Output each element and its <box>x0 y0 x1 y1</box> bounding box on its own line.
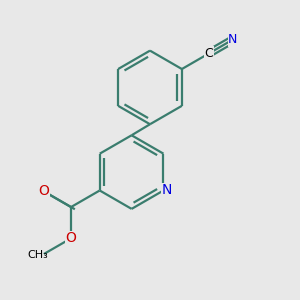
Text: O: O <box>66 231 76 245</box>
Text: N: N <box>228 33 238 46</box>
Text: CH₃: CH₃ <box>28 250 49 260</box>
Text: N: N <box>162 184 172 197</box>
Text: C: C <box>205 47 213 60</box>
Text: O: O <box>38 184 50 198</box>
